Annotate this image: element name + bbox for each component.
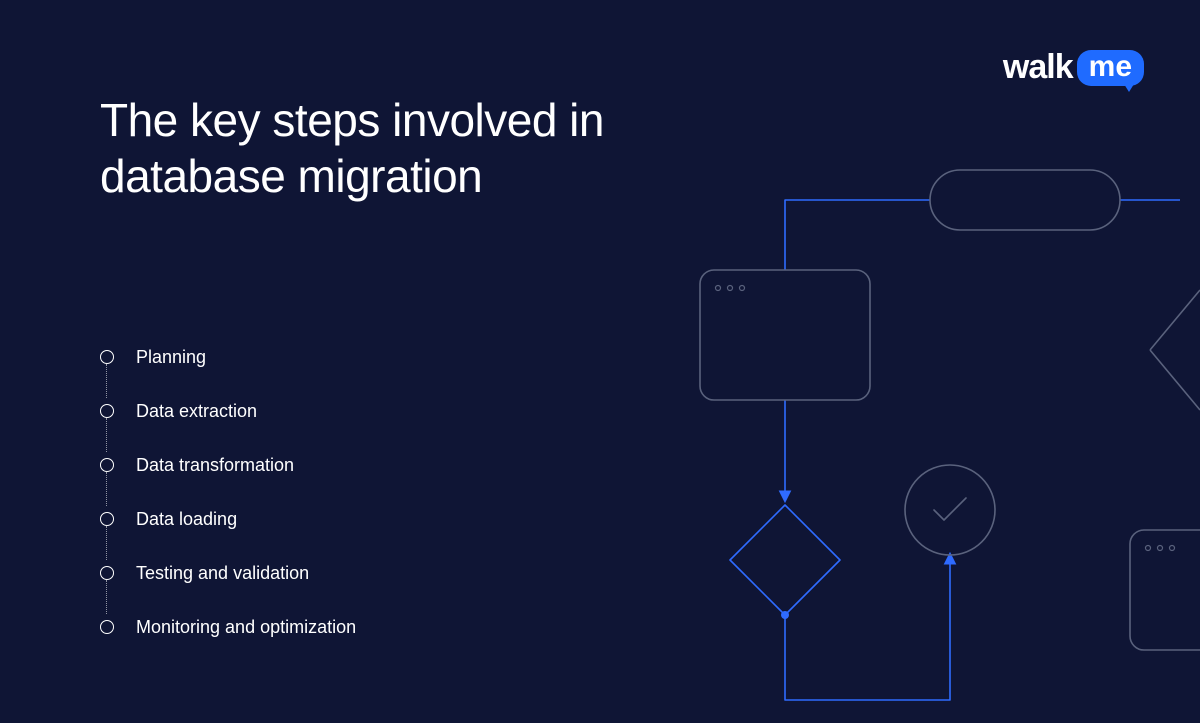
step-connector	[106, 418, 107, 452]
step-row: Data transformation	[100, 438, 356, 492]
step-bullet-icon	[100, 620, 114, 634]
step-bullet-icon	[100, 350, 114, 364]
logo-me-bubble: me	[1077, 50, 1144, 86]
step-row: Data extraction	[100, 384, 356, 438]
step-connector	[106, 364, 107, 398]
page-title: The key steps involved in database migra…	[100, 92, 620, 204]
steps-list: Planning Data extraction Data transformati…	[100, 330, 356, 654]
step-bullet-icon	[100, 458, 114, 472]
brand-logo: walk me	[1003, 48, 1144, 87]
step-label: Planning	[136, 347, 206, 368]
step-label: Data extraction	[136, 401, 257, 422]
step-label: Monitoring and optimization	[136, 617, 356, 638]
step-connector	[106, 526, 107, 560]
step-connector	[106, 472, 107, 506]
step-bullet-icon	[100, 404, 114, 418]
infographic-canvas: walk me The key steps involved in databa…	[0, 0, 1200, 723]
step-label: Testing and validation	[136, 563, 309, 584]
flowchart-diagram	[640, 140, 1200, 723]
logo-walk-text: walk	[1003, 48, 1073, 87]
step-connector	[106, 580, 107, 614]
step-row: Planning	[100, 330, 356, 384]
step-bullet-icon	[100, 512, 114, 526]
step-bullet-icon	[100, 566, 114, 580]
step-row: Monitoring and optimization	[100, 600, 356, 654]
step-label: Data loading	[136, 509, 237, 530]
step-label: Data transformation	[136, 455, 294, 476]
step-row: Data loading	[100, 492, 356, 546]
step-row: Testing and validation	[100, 546, 356, 600]
